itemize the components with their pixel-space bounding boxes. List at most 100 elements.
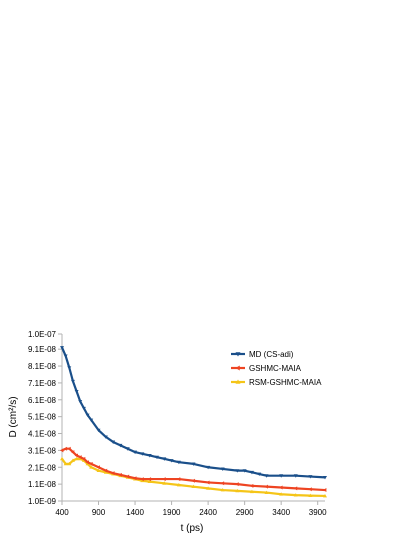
legend-entry: RSM-GSHMC-MAIA (231, 378, 322, 387)
data-point (118, 472, 122, 477)
data-point (147, 454, 152, 458)
y-axis-label: D (cm²/s) (8, 396, 19, 437)
data-point (264, 484, 268, 489)
y-axis: 1.0E-09 1.1E-08 2.1E-08 3.1E-08 4.1E-08 5.1E-… (28, 330, 62, 506)
data-point (118, 443, 123, 448)
data-point (111, 440, 116, 444)
data-point (60, 346, 64, 350)
data-point (63, 461, 68, 466)
data-point (323, 475, 327, 480)
data-point (191, 462, 196, 466)
data-point (85, 460, 89, 465)
x-tick-label: 1900 (163, 508, 181, 517)
x-tick-label: 900 (92, 508, 106, 517)
legend-label: RSM-GSHMC-MAIA (249, 378, 322, 387)
data-point (249, 483, 254, 488)
x-tick-label: 1400 (126, 508, 144, 517)
data-point (70, 450, 75, 455)
data-point (96, 465, 100, 470)
data-point (133, 450, 138, 455)
data-point (176, 482, 181, 487)
data-point (308, 493, 313, 498)
data-point (103, 435, 108, 439)
data-point (293, 493, 298, 497)
y-tick-label: 2.1E-08 (28, 463, 57, 472)
data-point (206, 486, 211, 490)
data-point (279, 492, 284, 496)
y-tick-label: 9.1E-08 (28, 345, 57, 354)
data-point (191, 478, 195, 483)
data-point (147, 479, 152, 484)
data-point (293, 486, 298, 491)
data-point (78, 400, 83, 404)
x-tick-label: 3400 (272, 508, 290, 517)
legend: MD (CS-adi) GSHMC-MAIA RSM-GSHMC-MAIA (231, 350, 322, 387)
data-point (89, 418, 94, 423)
legend-entry: GSHMC-MAIA (231, 364, 302, 373)
data-point (89, 465, 94, 469)
legend-label: GSHMC-MAIA (249, 364, 302, 373)
data-point (125, 474, 130, 479)
data-point (67, 461, 72, 466)
data-point (140, 478, 145, 483)
data-point (78, 455, 82, 460)
data-point (67, 446, 71, 451)
y-tick-label: 7.1E-08 (28, 379, 57, 388)
data-point (220, 467, 225, 471)
data-point (220, 488, 225, 492)
x-axis: 400 900 1400 1900 2400 2900 3400 3900 (55, 501, 327, 517)
y-tick-label: 8.1E-08 (28, 362, 57, 371)
data-point (235, 482, 239, 487)
data-point (169, 459, 174, 463)
data-point (162, 477, 166, 482)
series-layer (60, 346, 327, 498)
data-point (103, 470, 108, 474)
series-line (61, 447, 326, 492)
legend-swatch-marker (235, 365, 240, 371)
data-point (176, 477, 181, 482)
data-point (60, 448, 64, 453)
data-point (279, 485, 283, 490)
data-point (96, 468, 101, 473)
data-point (279, 474, 284, 478)
data-point (220, 481, 225, 486)
series-1 (60, 446, 327, 493)
data-point (293, 474, 298, 478)
legend-entry: MD (CS-adi) (231, 350, 294, 359)
data-point (308, 487, 312, 492)
data-point (147, 477, 152, 482)
legend-swatch-marker (235, 352, 241, 357)
data-point (96, 428, 101, 433)
data-point (74, 456, 79, 461)
legend-swatch-marker (235, 379, 241, 384)
data-point (257, 472, 262, 477)
data-point (140, 452, 145, 456)
data-point (74, 389, 79, 394)
data-point (70, 458, 75, 462)
data-point (60, 456, 64, 461)
y-tick-label: 1.0E-09 (28, 497, 57, 506)
data-point (67, 366, 72, 370)
x-tick-label: 400 (55, 508, 69, 517)
data-point (308, 475, 313, 479)
data-point (323, 488, 327, 493)
x-axis-label: t (ps) (181, 523, 204, 534)
data-point (78, 456, 83, 461)
legend-label: MD (CS-adi) (249, 350, 294, 359)
data-point (103, 468, 108, 473)
data-point (63, 354, 68, 358)
data-point (85, 461, 90, 466)
x-tick-label: 2400 (199, 508, 217, 517)
data-point (85, 413, 90, 417)
data-point (162, 481, 167, 485)
data-point (154, 455, 159, 460)
data-point (235, 469, 240, 473)
y-tick-label: 5.1E-08 (28, 413, 57, 422)
series-0 (60, 346, 327, 480)
x-tick-label: 2900 (236, 508, 254, 517)
data-point (176, 460, 181, 465)
data-point (140, 477, 144, 482)
data-point (70, 379, 75, 384)
data-point (242, 469, 247, 473)
